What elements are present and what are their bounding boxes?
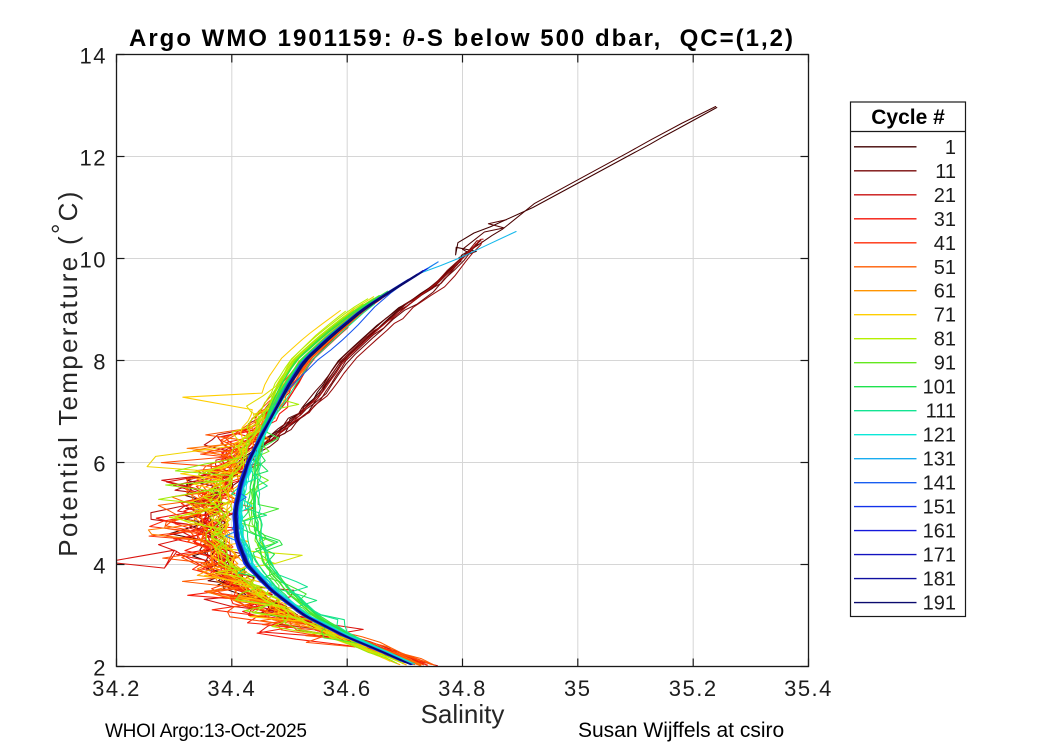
svg-text:181: 181: [923, 569, 956, 591]
svg-text:6: 6: [93, 452, 107, 477]
svg-text:4: 4: [93, 554, 107, 579]
svg-text:WHOI Argo:13-Oct-2025: WHOI Argo:13-Oct-2025: [105, 721, 307, 742]
svg-text:41: 41: [934, 233, 956, 255]
svg-text:35.2: 35.2: [669, 676, 718, 701]
svg-text:35: 35: [564, 676, 591, 701]
svg-text:111: 111: [926, 401, 956, 423]
svg-text:161: 161: [923, 521, 956, 543]
svg-text:Argo WMO 1901159: θ-S below 50: Argo WMO 1901159: θ-S below 500 dbar, QC…: [129, 25, 795, 52]
svg-text:14: 14: [80, 44, 107, 69]
svg-text:2: 2: [93, 656, 107, 681]
svg-text:191: 191: [923, 593, 956, 615]
svg-text:34.4: 34.4: [207, 676, 256, 701]
svg-text:35.4: 35.4: [784, 676, 833, 701]
svg-text:91: 91: [934, 353, 956, 375]
svg-text:121: 121: [923, 425, 956, 447]
svg-text:141: 141: [923, 473, 956, 495]
svg-text:8: 8: [93, 350, 107, 375]
svg-text:1: 1: [945, 137, 956, 159]
svg-text:51: 51: [934, 257, 956, 279]
svg-text:Cycle #: Cycle #: [871, 106, 945, 129]
svg-text:34.8: 34.8: [438, 676, 487, 701]
svg-text:101: 101: [923, 377, 956, 399]
svg-text:12: 12: [80, 146, 107, 171]
svg-text:Potential Temperature (°C): Potential Temperature (°C): [46, 189, 83, 556]
svg-text:71: 71: [934, 305, 956, 327]
svg-text:151: 151: [923, 497, 956, 519]
svg-text:61: 61: [934, 281, 956, 303]
svg-text:34.6: 34.6: [323, 676, 372, 701]
svg-text:21: 21: [934, 185, 956, 207]
svg-text:81: 81: [934, 329, 956, 351]
svg-text:171: 171: [923, 545, 956, 567]
svg-text:Susan Wijffels at csiro: Susan Wijffels at csiro: [578, 719, 784, 742]
svg-text:31: 31: [934, 209, 956, 231]
svg-text:34.2: 34.2: [92, 676, 141, 701]
svg-text:11: 11: [935, 161, 956, 183]
svg-text:10: 10: [80, 248, 107, 273]
svg-text:Salinity: Salinity: [421, 699, 505, 729]
svg-text:131: 131: [923, 449, 956, 471]
